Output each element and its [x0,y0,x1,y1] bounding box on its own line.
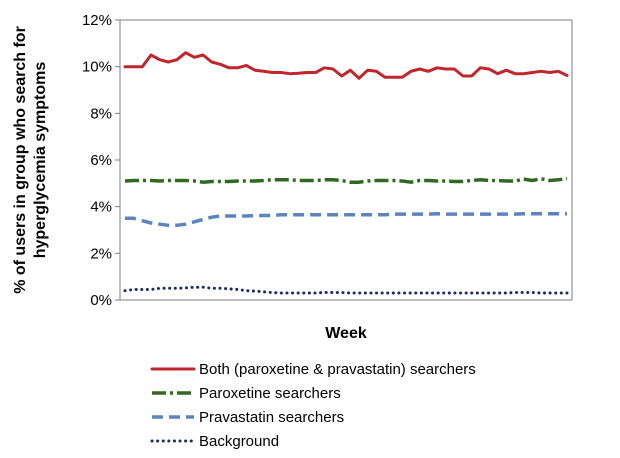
legend-label-4: Background [199,433,279,450]
series-line-2 [124,176,568,184]
series-line-3 [125,211,567,228]
y-tick-label: 10% [82,59,112,76]
y-axis-title: % of users in group who search for hyper… [12,26,49,294]
y-tick-label: 8% [90,105,112,122]
y-tick-label: 0% [90,292,112,309]
legend-label-3: Pravastatin searchers [199,409,344,426]
y-axis-title-line-2: hyperglycemia symptoms [32,62,49,259]
y-tick-label: 4% [90,199,112,216]
y-axis-ticks: 0% 2% 4% 6% 8% 10% 12% [82,12,120,309]
x-axis-title: Week [325,325,367,342]
legend: Both (paroxetine & pravastatin) searcher… [150,361,476,450]
legend-label-2: Paroxetine searchers [199,385,341,402]
y-tick-label: 12% [82,12,112,29]
y-axis-title-line-1: % of users in group who search for [12,26,29,294]
series-line-4 [123,285,569,295]
series-line-1 [123,51,569,80]
plot-area [119,19,573,301]
series-layer [123,51,569,295]
legend-label-1: Both (paroxetine & pravastatin) searcher… [199,361,476,378]
y-tick-label: 2% [90,245,112,262]
y-tick-label: 6% [90,152,112,169]
